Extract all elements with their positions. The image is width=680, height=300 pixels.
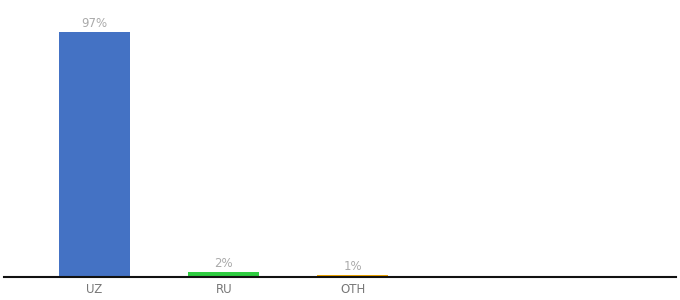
Text: 1%: 1% (343, 260, 362, 273)
Bar (188, 272, 259, 277)
Text: 2%: 2% (214, 257, 233, 270)
Bar (59, 32, 130, 277)
Text: 97%: 97% (82, 17, 107, 30)
Bar (318, 275, 388, 277)
